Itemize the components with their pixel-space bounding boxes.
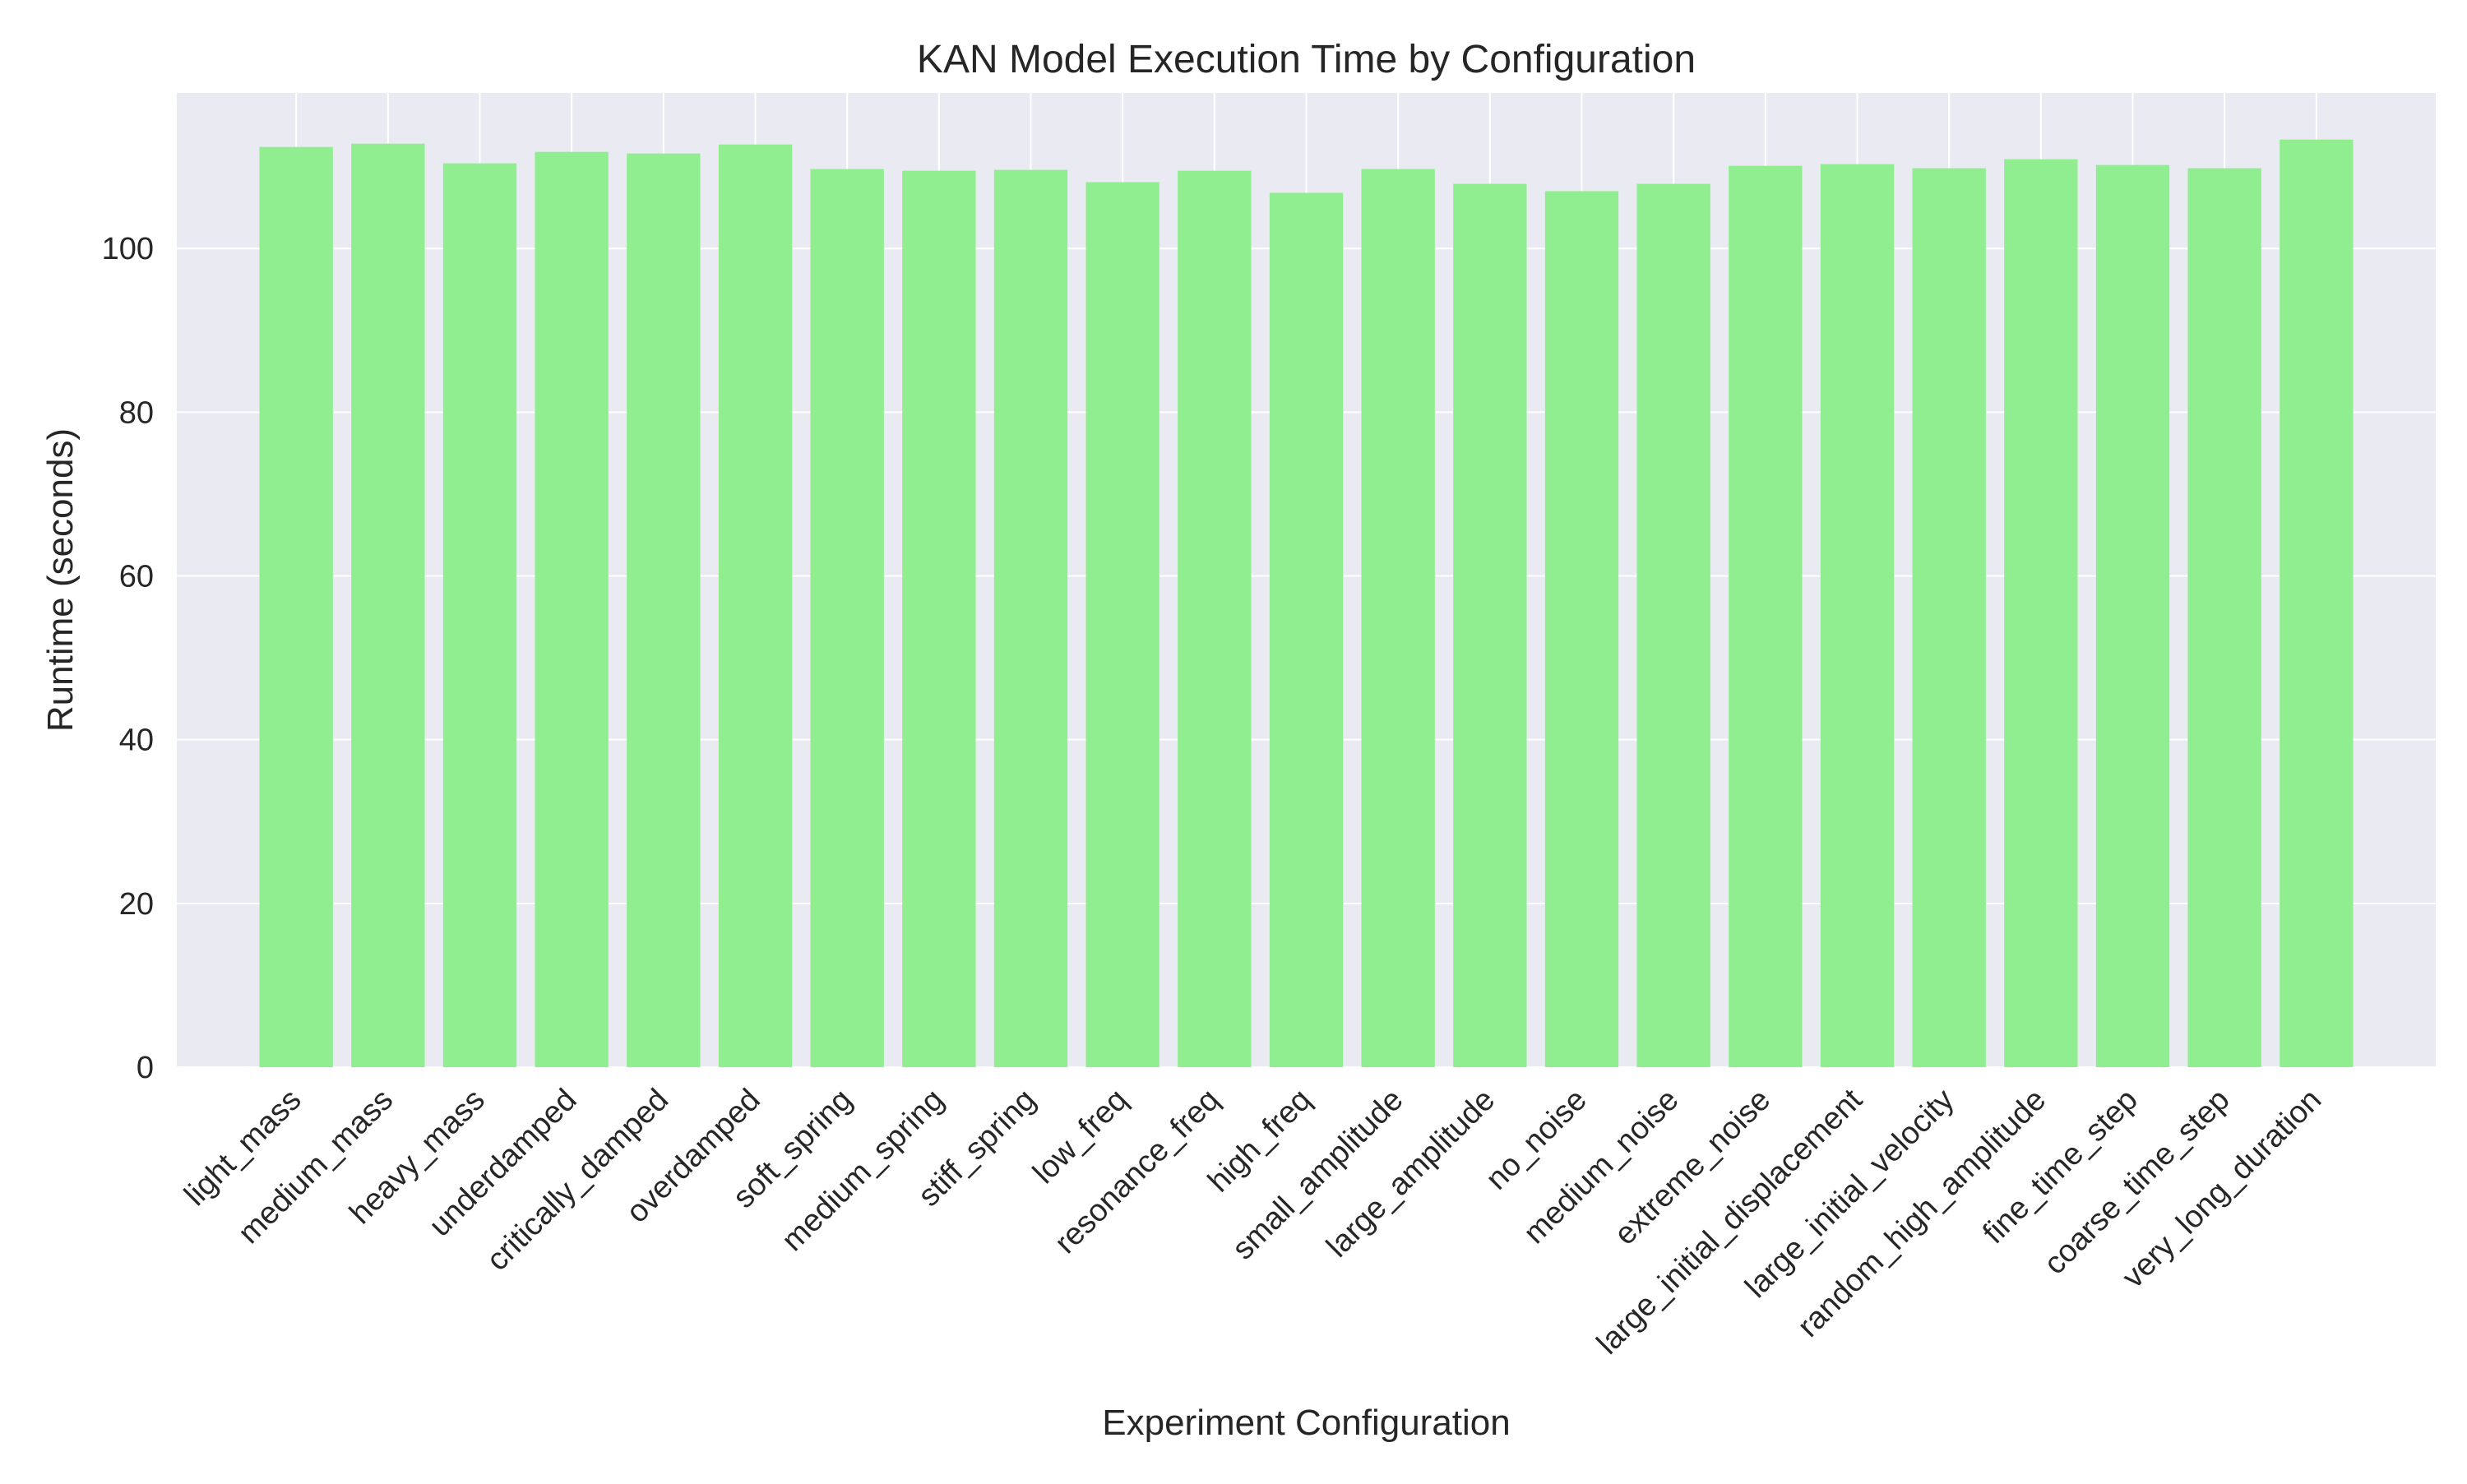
y-axis-label: Runtime (seconds) <box>40 428 81 732</box>
x-tick-label: large_amplitude <box>1320 1083 1502 1264</box>
x-tick-label: medium_noise <box>1517 1083 1685 1251</box>
bar-large_amplitude <box>1453 183 1527 1068</box>
y-tick-label: 40 <box>119 724 154 758</box>
bar-soft_spring <box>810 169 884 1067</box>
x-axis-ticks: light_massmedium_massheavy_massunderdamp… <box>178 1082 2328 1361</box>
x-tick-label: extreme_noise <box>1608 1083 1777 1252</box>
bar-small_amplitude <box>1361 169 1435 1067</box>
bar-light_mass <box>259 146 333 1068</box>
x-tick-label: resonance_freq <box>1048 1083 1226 1260</box>
bar-coarse_time_step <box>2187 168 2261 1068</box>
bar-overdamped <box>718 144 793 1067</box>
x-tick-label: small_amplitude <box>1226 1083 1410 1267</box>
x-tick-label: medium_mass <box>232 1083 400 1251</box>
bar-medium_noise <box>1636 183 1710 1068</box>
chart-title: KAN Model Execution Time by Configuratio… <box>917 38 1696 81</box>
bar-fine_time_step <box>2095 164 2170 1067</box>
bar-very_long_duration <box>2280 139 2354 1067</box>
bar-resonance_freq <box>1178 170 1252 1068</box>
x-tick-label: fine_time_step <box>1976 1083 2144 1251</box>
bar-stiff_spring <box>993 169 1068 1068</box>
x-tick-label: medium_spring <box>775 1083 951 1258</box>
y-tick-label: 100 <box>102 232 154 266</box>
bar-medium_spring <box>902 170 976 1068</box>
bar-large_initial_displacement <box>1820 164 1895 1067</box>
y-tick-label: 60 <box>119 560 154 594</box>
bar-medium_mass <box>351 143 425 1067</box>
y-tick-label: 20 <box>119 887 154 922</box>
bar-heavy_mass <box>442 163 517 1067</box>
bar-no_noise <box>1544 191 1619 1067</box>
y-tick-label: 80 <box>119 395 154 430</box>
bar-critically_damped <box>627 153 701 1067</box>
x-axis-label: Experiment Configuration <box>1102 1403 1510 1443</box>
y-tick-label: 0 <box>137 1051 154 1085</box>
bar-low_freq <box>1085 182 1159 1068</box>
bar-high_freq <box>1269 192 1344 1067</box>
bar-random_high_amplitude <box>2004 159 2078 1067</box>
bars <box>259 139 2354 1068</box>
y-axis-ticks: 0 20 40 60 80 100 <box>102 232 154 1085</box>
bar-underdamped <box>535 151 609 1067</box>
bar-large_initial_velocity <box>1912 168 1986 1068</box>
bar-extreme_noise <box>1729 165 1803 1067</box>
